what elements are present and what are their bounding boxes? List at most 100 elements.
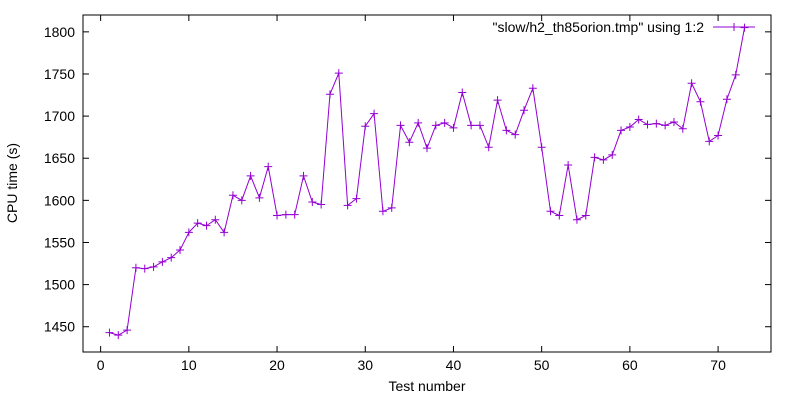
data-point: [731, 70, 740, 79]
data-point: [184, 228, 193, 237]
data-point: [246, 171, 255, 180]
y-tick-label: 1600: [44, 192, 75, 208]
series-line: [109, 27, 746, 336]
x-tick-label: 10: [181, 357, 197, 373]
data-point: [423, 144, 431, 153]
legend-marker: [730, 23, 738, 31]
x-tick-label: 60: [622, 357, 638, 373]
data-point: [484, 143, 493, 152]
y-tick-label: 1450: [44, 319, 75, 335]
data-point: [405, 138, 414, 147]
data-point: [520, 106, 529, 115]
x-tick-label: 50: [534, 357, 550, 373]
data-point: [131, 263, 140, 272]
data-point: [255, 193, 264, 202]
data-point: [281, 210, 290, 219]
x-tick-label: 30: [357, 357, 373, 373]
legend-label: "slow/h2_th85orion.tmp" using 1:2: [492, 19, 704, 35]
y-tick-label: 1650: [44, 150, 75, 166]
data-point: [590, 153, 599, 162]
data-point: [167, 253, 176, 262]
data-point: [211, 215, 220, 224]
data-point: [687, 79, 696, 88]
data-point: [652, 119, 661, 128]
data-point: [123, 326, 132, 335]
data-point: [608, 150, 617, 159]
data-point: [158, 257, 167, 266]
data-point: [475, 121, 484, 130]
data-point: [220, 228, 229, 237]
data-point: [537, 143, 546, 152]
data-point: [299, 171, 308, 180]
data-point: [572, 215, 581, 224]
data-point: [202, 221, 211, 230]
data-point: [705, 137, 714, 146]
data-point: [431, 121, 440, 130]
x-tick-label: 70: [710, 357, 726, 373]
data-point: [176, 246, 185, 255]
data-point: [661, 121, 670, 130]
data-point: [528, 84, 537, 93]
data-point: [264, 162, 273, 171]
data-point: [414, 118, 423, 127]
data-point: [378, 207, 387, 216]
legend: "slow/h2_th85orion.tmp" using 1:2: [492, 19, 755, 35]
axis-ticks: [83, 15, 771, 352]
data-point: [458, 88, 467, 97]
data-point: [467, 121, 476, 130]
data-point: [722, 95, 731, 104]
data-point: [625, 123, 634, 132]
data-point: [581, 211, 590, 220]
data-point: [317, 200, 326, 209]
data-point: [228, 191, 237, 200]
data-point: [740, 23, 749, 32]
y-axis-label: CPU time (s): [4, 143, 20, 223]
y-tick-label: 1500: [44, 277, 75, 293]
data-point: [599, 155, 608, 164]
y-tick-label: 1700: [44, 108, 75, 124]
data-point: [546, 207, 555, 216]
data-point: [273, 211, 282, 220]
data-point: [643, 120, 652, 129]
data-point: [617, 126, 626, 135]
data-point: [696, 97, 705, 106]
data-point: [714, 131, 723, 140]
data-point: [634, 115, 643, 124]
data-point: [237, 196, 246, 205]
plot-frame: [82, 14, 772, 353]
y-tick-label: 1750: [44, 66, 75, 82]
data-point: [193, 219, 202, 228]
y-tick-label: 1800: [44, 24, 75, 40]
data-point: [114, 331, 123, 340]
data-point: [370, 109, 379, 118]
data-point: [334, 69, 343, 78]
data-point: [387, 203, 396, 212]
data-point: [511, 130, 520, 139]
data-point: [564, 160, 573, 169]
x-tick-label: 0: [97, 357, 105, 373]
data-point: [325, 90, 334, 99]
data-point: [149, 262, 158, 271]
data-point: [343, 201, 352, 210]
data-point: [678, 124, 687, 133]
data-point: [290, 210, 299, 219]
data-point: [555, 211, 564, 220]
data-point: [493, 96, 502, 105]
series-layer: [105, 23, 749, 340]
data-point: [669, 118, 678, 126]
data-point: [308, 198, 317, 207]
data-point: [361, 122, 370, 131]
data-point: [140, 264, 149, 273]
x-tick-label: 40: [446, 357, 462, 373]
x-axis-label: Test number: [388, 378, 465, 394]
data-point: [396, 121, 405, 130]
data-point: [105, 328, 114, 337]
y-tick-label: 1550: [44, 234, 75, 250]
data-point: [502, 126, 511, 135]
x-tick-label: 20: [269, 357, 285, 373]
data-point: [449, 123, 458, 132]
tick-labels: 0 10 20 30 40 50 60 70 1450 1500 1550 1600 1650 1700 1…: [44, 24, 726, 373]
data-point: [440, 118, 449, 127]
data-point: [352, 194, 361, 203]
